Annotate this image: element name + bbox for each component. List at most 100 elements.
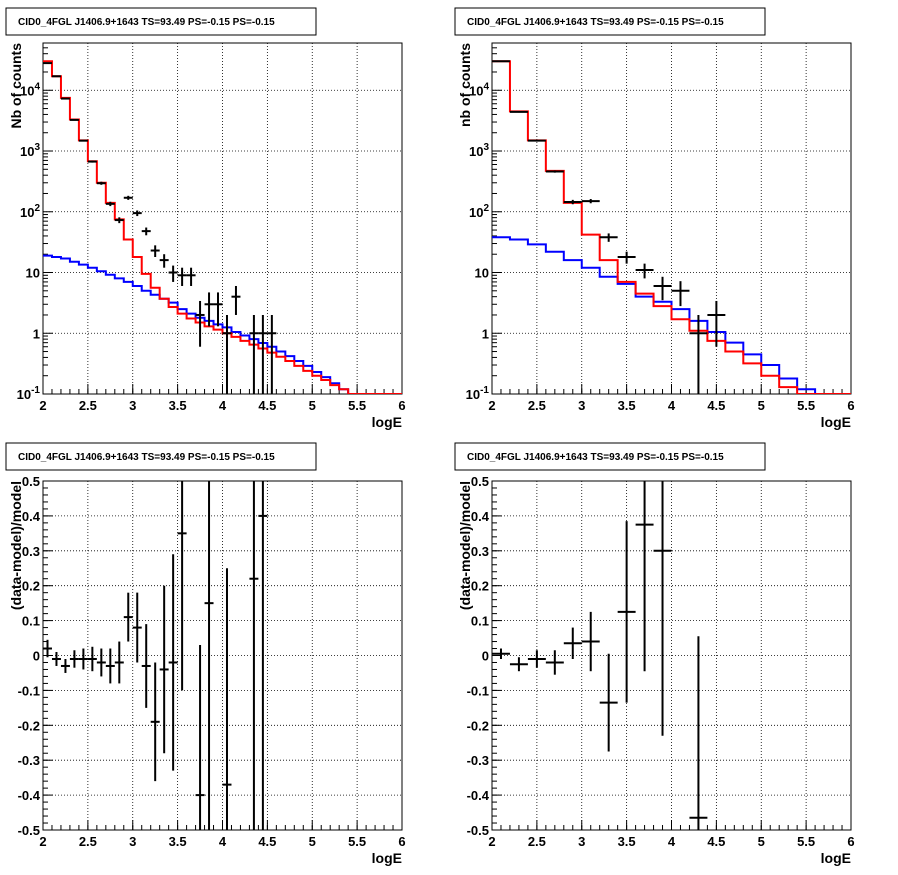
- data-point: [267, 314, 277, 394]
- x-axis-label: logE: [821, 414, 851, 430]
- data-point: [671, 281, 690, 307]
- y-tick-label: -0.3: [467, 753, 489, 768]
- data-point: [213, 292, 223, 327]
- panel-residuals-left: CID0_4FGL J1406.9+1643 TS=93.49 PS=-0.15…: [5, 442, 406, 866]
- y-tick-label: 0: [482, 649, 489, 664]
- y-tick-label: 0.1: [22, 614, 40, 629]
- data-point: [78, 139, 88, 142]
- data-point: [617, 521, 636, 703]
- data-point: [87, 646, 97, 672]
- panel-counts-left: CID0_4FGL J1406.9+1643 TS=93.49 PS=-0.15…: [5, 7, 406, 430]
- data-point: [195, 645, 205, 830]
- data-point: [159, 254, 169, 268]
- y-tick-label: 0.3: [471, 544, 489, 559]
- data-point: [159, 585, 169, 754]
- data-point: [78, 648, 88, 670]
- data-point: [707, 300, 726, 347]
- data-point: [141, 227, 151, 236]
- data-point: [60, 97, 70, 100]
- y-tick-label: 102: [469, 203, 489, 220]
- y-tick-label: 0.4: [22, 509, 41, 524]
- data-point: [123, 195, 133, 200]
- data-point: [96, 648, 106, 677]
- x-tick-label: 3.5: [618, 834, 636, 849]
- plot-frame: [491, 42, 852, 395]
- data-point: [635, 263, 654, 279]
- data-layer: [43, 481, 268, 830]
- y-tick-label: 0.3: [22, 544, 40, 559]
- x-tick-label: 2: [488, 834, 495, 849]
- y-tick-label: 1: [33, 326, 40, 341]
- data-point: [545, 170, 564, 173]
- title-box: [5, 7, 317, 36]
- y-axis-label: Nb of counts: [8, 43, 24, 129]
- x-tick-label: 6: [847, 834, 854, 849]
- data-point: [249, 481, 259, 830]
- data-point: [132, 210, 142, 217]
- data-point: [186, 267, 196, 286]
- data-layer: [43, 60, 402, 394]
- y-tick-label: -0.2: [467, 718, 489, 733]
- y-tick-label: 10: [26, 266, 40, 281]
- y-tick-label: 104: [20, 81, 40, 98]
- y-tick-label: -0.1: [467, 683, 489, 698]
- x-tick-label: 2: [488, 398, 495, 413]
- y-tick-label: 10-1: [17, 385, 41, 402]
- data-point: [653, 481, 672, 736]
- x-tick-label: 5.5: [348, 398, 366, 413]
- data-point: [69, 650, 79, 668]
- data-point: [87, 160, 97, 163]
- y-tick-label: 0.2: [471, 579, 489, 594]
- x-tick-label: 5.5: [797, 398, 815, 413]
- data-point: [150, 245, 160, 258]
- data-point: [231, 285, 241, 315]
- chart-title: CID0_4FGL J1406.9+1643 TS=93.49 PS=-0.15…: [18, 452, 275, 463]
- x-tick-label: 3: [578, 398, 585, 413]
- x-tick-label: 4: [668, 398, 676, 413]
- chart-title: CID0_4FGL J1406.9+1643 TS=93.49 PS=-0.15…: [18, 17, 275, 28]
- x-tick-label: 4.5: [707, 834, 725, 849]
- data-layer: [492, 60, 851, 394]
- x-tick-label: 6: [847, 398, 854, 413]
- model-source-line: [492, 236, 851, 394]
- data-point: [150, 662, 160, 782]
- y-tick-label: -0.5: [467, 823, 489, 838]
- data-point: [43, 62, 52, 65]
- x-axis-label: logE: [821, 850, 851, 866]
- data-point: [123, 592, 133, 642]
- y-tick-label: -0.4: [18, 788, 41, 803]
- data-point: [105, 648, 115, 684]
- title-box: [454, 442, 766, 471]
- x-tick-label: 4: [668, 834, 676, 849]
- y-tick-label: 102: [20, 203, 40, 220]
- data-point: [509, 657, 528, 672]
- x-tick-label: 2.5: [79, 834, 97, 849]
- y-tick-label: 0.5: [22, 474, 40, 489]
- data-point: [114, 217, 124, 224]
- data-point: [492, 60, 510, 63]
- x-tick-label: 5: [309, 398, 316, 413]
- data-point: [249, 314, 259, 394]
- x-tick-label: 4: [219, 398, 227, 413]
- x-axis-label: logE: [372, 850, 402, 866]
- data-point: [527, 650, 546, 668]
- x-tick-label: 6: [398, 398, 405, 413]
- panel-counts-right: CID0_4FGL J1406.9+1643 TS=93.49 PS=-0.15…: [454, 7, 855, 430]
- y-tick-label: 0.4: [471, 509, 490, 524]
- y-tick-label: 1: [482, 326, 489, 341]
- chart-title: CID0_4FGL J1406.9+1643 TS=93.49 PS=-0.15…: [467, 17, 724, 28]
- y-tick-label: 104: [469, 81, 489, 98]
- data-point: [177, 267, 187, 286]
- data-point: [222, 568, 232, 830]
- y-axis-label: nb of counts: [457, 43, 473, 127]
- x-tick-label: 4.5: [258, 398, 276, 413]
- y-tick-label: -0.1: [18, 683, 40, 698]
- data-point: [43, 639, 52, 658]
- data-point: [204, 292, 214, 327]
- y-tick-label: -0.5: [18, 823, 40, 838]
- data-point: [168, 554, 178, 771]
- x-tick-label: 3.5: [169, 834, 187, 849]
- y-axis-label: (data-model)/model: [8, 481, 24, 610]
- x-tick-label: 3: [578, 834, 585, 849]
